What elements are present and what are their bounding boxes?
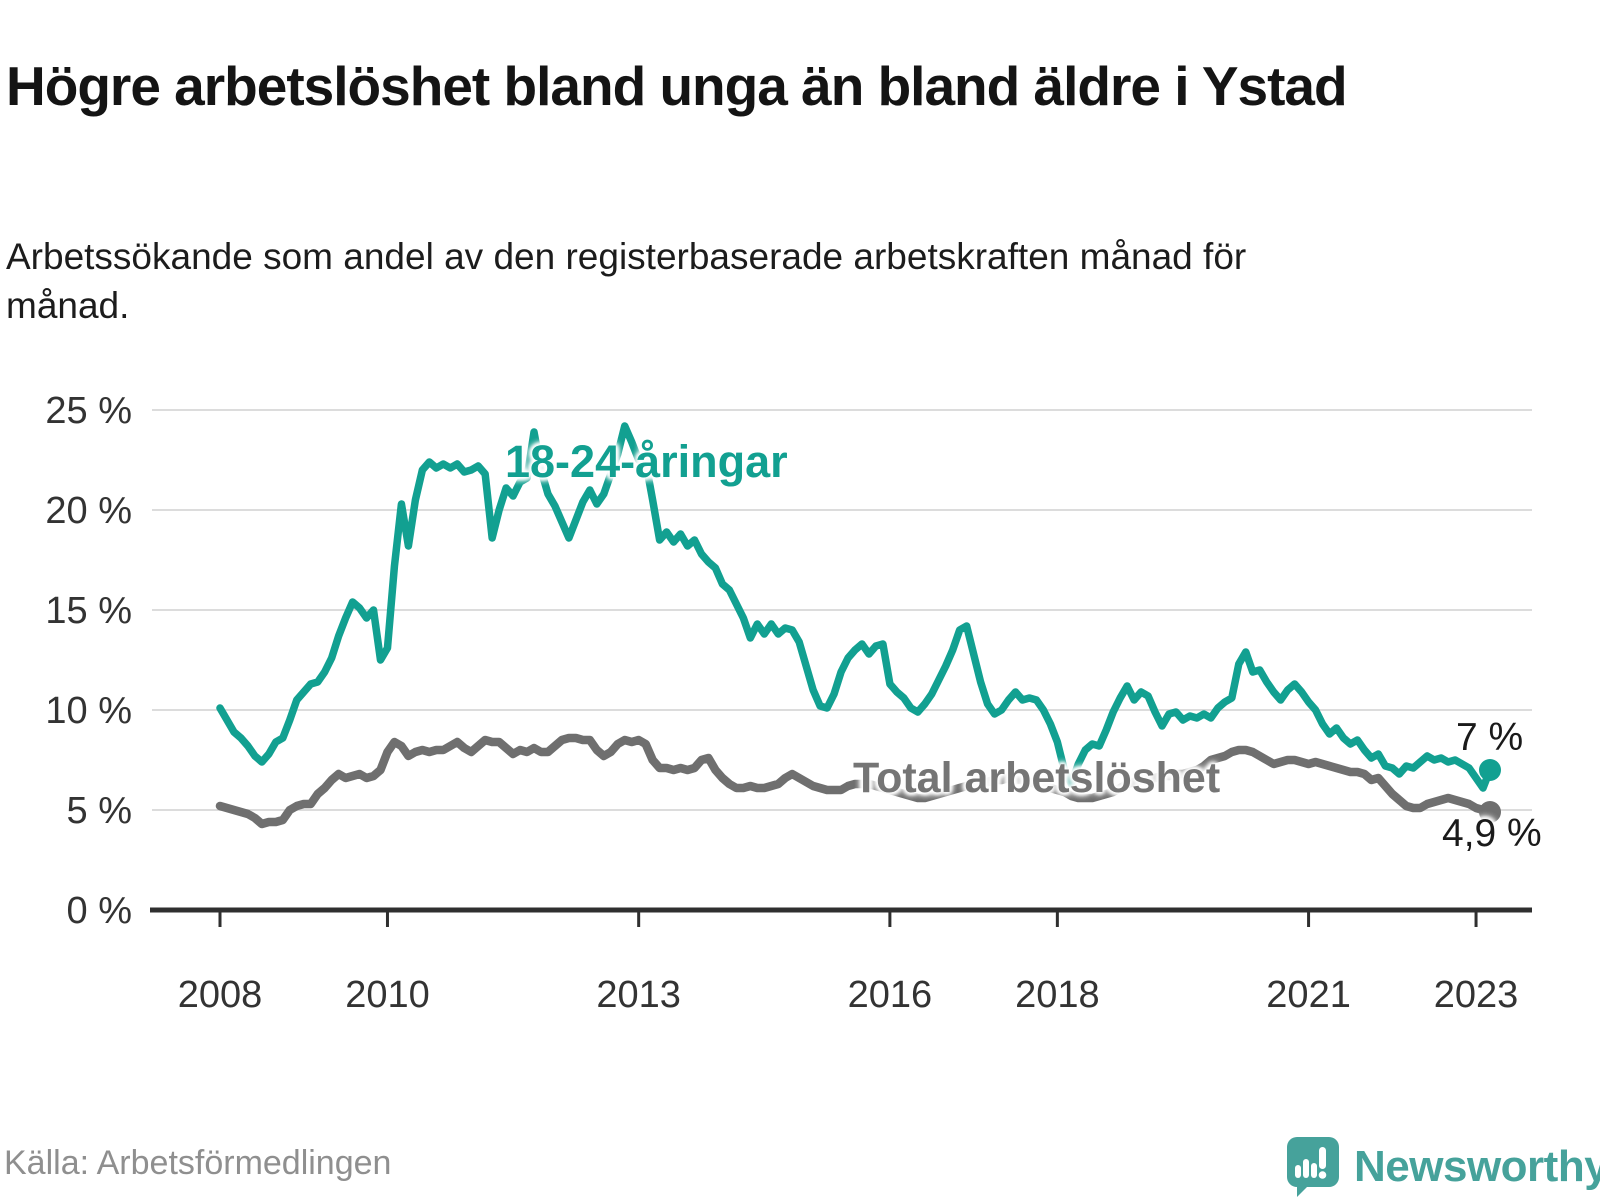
end-value-label-young: 7 %: [1456, 716, 1524, 759]
end-value-label-total: 4,9 %: [1442, 812, 1542, 855]
series-line-young: [216, 422, 1494, 792]
source-credit: Källa: Arbetsförmedlingen: [4, 1144, 392, 1182]
newsworthy-logo: Newsworthy: [1286, 1136, 1600, 1198]
page-title: Högre arbetslöshet bland unga än bland ä…: [6, 54, 1348, 117]
x-axis-tick-label: 2008: [178, 974, 263, 1016]
series-end-dot-total: [1479, 801, 1501, 823]
y-axis-tick-label: 15 %: [45, 590, 132, 632]
chart-subtitle: Arbetssökande som andel av den registerb…: [6, 236, 1247, 326]
newsworthy-logo-icon: [1287, 1137, 1339, 1197]
y-axis-tick-label: 10 %: [45, 690, 132, 732]
x-axis-tick-label: 2018: [1015, 974, 1100, 1016]
series-label-total: Total arbetslöshet: [853, 754, 1221, 802]
x-axis-tick-label: 2013: [596, 974, 681, 1016]
series-label-young: 18-24-åringar: [505, 436, 788, 487]
x-axis-tick-label: 2016: [848, 974, 933, 1016]
x-axis-tick-label: 2023: [1434, 974, 1519, 1016]
x-axis-tick-label: 2021: [1266, 974, 1351, 1016]
series-line-total: [215, 733, 1495, 829]
y-axis-tick-label: 25 %: [45, 390, 132, 432]
y-axis-tick-label: 20 %: [45, 490, 132, 532]
brand-name: Newsworthy: [1354, 1142, 1600, 1191]
y-axis-tick-label: 0 %: [67, 890, 132, 932]
series-end-dot-young: [1479, 759, 1501, 781]
y-axis-tick-label: 5 %: [67, 790, 132, 832]
x-axis-tick-label: 2010: [345, 974, 430, 1016]
